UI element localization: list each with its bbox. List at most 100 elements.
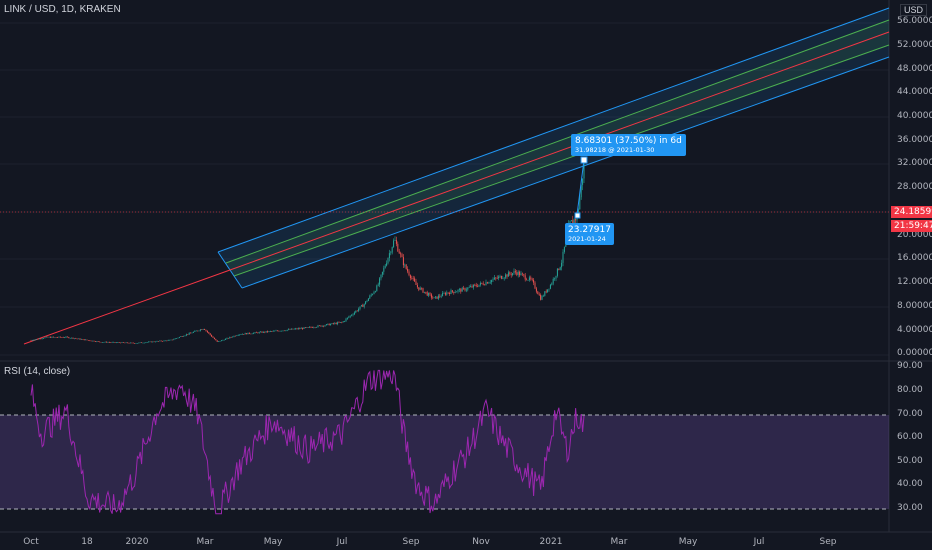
candle-body bbox=[395, 240, 397, 244]
candle-body bbox=[198, 330, 200, 332]
candle-body bbox=[290, 328, 292, 330]
candle-body bbox=[178, 336, 180, 338]
candle-body bbox=[579, 197, 581, 210]
candle-body bbox=[570, 220, 572, 222]
candle-body bbox=[338, 322, 340, 323]
candle-body bbox=[370, 294, 372, 296]
candle-body bbox=[41, 338, 43, 340]
candle-body bbox=[516, 272, 518, 275]
candle-body bbox=[104, 341, 106, 343]
time-tick: Jul bbox=[753, 537, 765, 547]
rsi-tick: 30.00 bbox=[897, 503, 923, 513]
candle-body bbox=[55, 337, 57, 338]
time-tick: 2020 bbox=[125, 537, 149, 547]
symbol-title[interactable]: LINK / USD, 1D, KRAKEN bbox=[4, 4, 121, 15]
candle-body bbox=[344, 321, 346, 322]
candle-body bbox=[526, 279, 528, 281]
candle-body bbox=[442, 293, 444, 297]
candle-body bbox=[253, 332, 255, 334]
candle-body bbox=[176, 338, 178, 339]
candle-body bbox=[425, 291, 427, 293]
measure-handle-bottom[interactable] bbox=[574, 212, 581, 219]
candle-body bbox=[71, 337, 73, 339]
candle-body bbox=[215, 339, 217, 341]
rsi-band bbox=[0, 415, 889, 509]
candle-body bbox=[482, 283, 484, 285]
candle-body bbox=[397, 243, 399, 252]
candle-body bbox=[243, 334, 245, 335]
measure-line[interactable] bbox=[576, 159, 585, 216]
candle-body bbox=[155, 341, 157, 343]
candle-body bbox=[218, 341, 220, 342]
candle-body bbox=[180, 336, 182, 337]
price-tick: 56.00000 bbox=[897, 16, 932, 26]
candle-body bbox=[328, 323, 330, 326]
candle-body bbox=[285, 330, 287, 332]
candle-body bbox=[142, 342, 144, 344]
candle-body bbox=[226, 338, 228, 339]
candle-body bbox=[323, 325, 325, 327]
candle-body bbox=[377, 284, 379, 286]
measure-handle-top[interactable] bbox=[580, 156, 588, 164]
candle-body bbox=[391, 247, 393, 253]
candle-body bbox=[160, 340, 162, 342]
trend-line[interactable] bbox=[23, 269, 231, 345]
candle-body bbox=[373, 292, 375, 294]
candle-body bbox=[132, 342, 134, 344]
candle-body bbox=[428, 293, 430, 296]
candle-body bbox=[443, 293, 445, 294]
candle-body bbox=[334, 323, 336, 324]
candle-body bbox=[481, 282, 483, 284]
candle-body bbox=[348, 316, 350, 318]
candle-body bbox=[451, 290, 453, 292]
candle-body bbox=[513, 271, 515, 274]
candle-body bbox=[503, 277, 505, 279]
candle-body bbox=[90, 340, 92, 342]
measure-start-date: 2021-01-24 bbox=[568, 235, 606, 243]
candle-body bbox=[577, 209, 579, 216]
candle-body bbox=[211, 334, 213, 337]
candle-body bbox=[450, 290, 452, 295]
measure-tooltip-bottom[interactable]: 23.27917 2021-01-24 bbox=[565, 223, 614, 245]
candle-body bbox=[51, 336, 53, 338]
candle-body bbox=[103, 342, 105, 343]
candle-body bbox=[387, 258, 389, 264]
candle-body bbox=[269, 331, 271, 332]
candle-body bbox=[121, 342, 123, 343]
candle-body bbox=[411, 278, 413, 279]
candle-body bbox=[306, 327, 308, 328]
candle-body bbox=[492, 279, 494, 281]
candle-body bbox=[369, 295, 371, 299]
candle-body bbox=[358, 308, 360, 311]
candle-body bbox=[246, 333, 248, 335]
candle-body bbox=[393, 240, 395, 248]
candle-body bbox=[185, 334, 187, 336]
candle-body bbox=[538, 294, 540, 296]
candle-body bbox=[37, 338, 39, 340]
countdown-tag: 21:59:47 bbox=[891, 220, 932, 232]
price-tick: 36.00000 bbox=[897, 135, 932, 145]
candle-body bbox=[386, 263, 388, 266]
candle-body bbox=[234, 335, 236, 337]
candle-body bbox=[250, 333, 252, 335]
price-tick: 0.00000 bbox=[897, 348, 932, 358]
candle-body bbox=[429, 293, 431, 295]
candle-body bbox=[99, 341, 101, 343]
candle-body bbox=[572, 220, 574, 224]
regression-channel[interactable] bbox=[217, 7, 890, 289]
candle-body bbox=[52, 336, 54, 338]
currency-button[interactable]: USD bbox=[900, 4, 928, 16]
candle-body bbox=[152, 341, 154, 343]
rsi-indicator-label[interactable]: RSI (14, close) bbox=[4, 366, 71, 377]
candle-body bbox=[437, 295, 439, 299]
candle-body bbox=[281, 330, 283, 332]
measure-tooltip-top[interactable]: 8.68301 (37.50%) in 6d 31.98218 @ 2021-0… bbox=[571, 134, 686, 156]
candle-body bbox=[149, 341, 151, 343]
candle-body bbox=[141, 342, 143, 344]
time-tick: Jul bbox=[336, 537, 348, 547]
candle-body bbox=[212, 336, 214, 338]
candle-body bbox=[446, 292, 448, 295]
candle-body bbox=[580, 184, 582, 198]
candle-body bbox=[239, 334, 241, 336]
